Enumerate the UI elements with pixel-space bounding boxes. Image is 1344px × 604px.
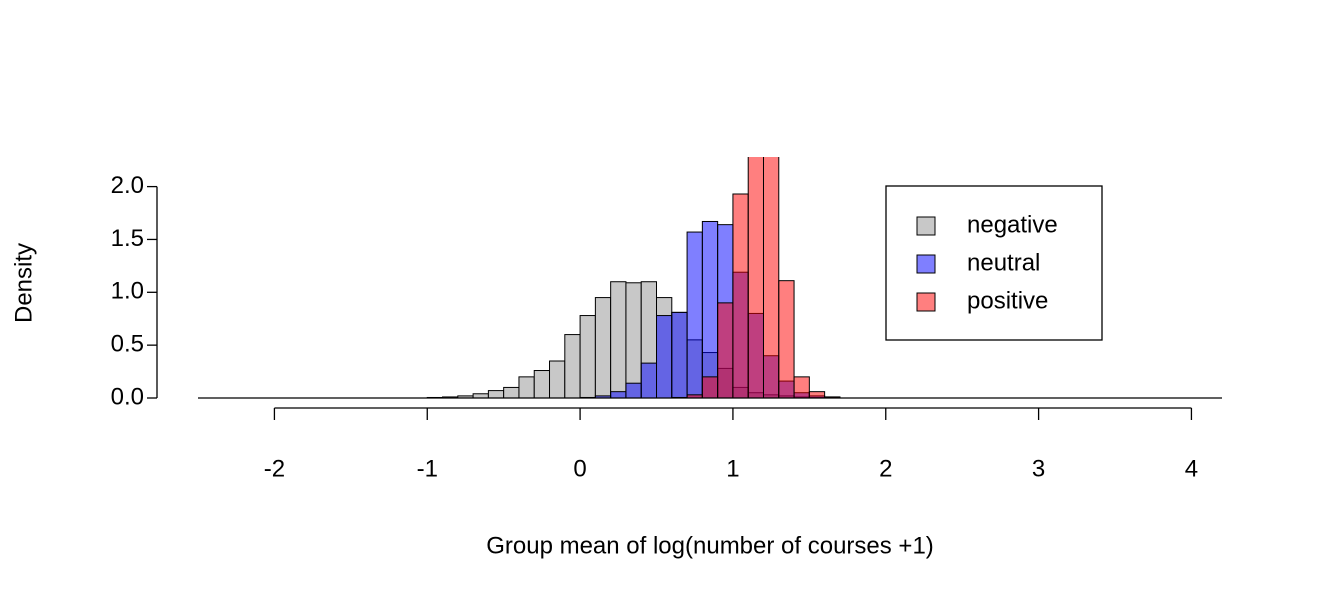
y-axis-label: Density: [10, 243, 37, 323]
y-tick-label: 0.5: [111, 330, 144, 357]
bar: [640, 362, 658, 399]
bars: [426, 157, 841, 399]
bar: [717, 302, 734, 399]
bar: [533, 370, 551, 399]
x-tick-label: -2: [264, 455, 285, 482]
bar: [503, 386, 520, 399]
bar: [564, 334, 581, 399]
y-tick-label: 1.5: [111, 225, 144, 252]
y-tick-label: 1.0: [111, 278, 144, 305]
legend-label: positive: [967, 287, 1048, 314]
y-tick-label: 0.0: [111, 383, 144, 410]
bar: [610, 281, 627, 399]
bar: [518, 376, 535, 399]
bar: [671, 311, 688, 399]
x-tick-label: 2: [879, 455, 892, 482]
bar: [747, 157, 764, 399]
bar: [487, 390, 505, 399]
bar: [732, 193, 749, 399]
x-tick-label: 1: [726, 455, 739, 482]
bar: [762, 157, 780, 399]
x-tick-label: -1: [417, 455, 438, 482]
legend-label: negative: [967, 211, 1058, 238]
bar: [549, 360, 566, 399]
x-tick-label: 0: [573, 455, 586, 482]
x-tick-label: 4: [1185, 455, 1198, 482]
bar: [701, 220, 719, 399]
legend-swatch: [916, 292, 936, 312]
bar: [793, 376, 810, 399]
bar: [701, 376, 719, 399]
bar: [610, 391, 627, 399]
bar: [579, 315, 596, 399]
bar: [778, 280, 795, 399]
legend-label: neutral: [967, 249, 1040, 276]
legend-swatch: [916, 254, 936, 274]
x-tick-label: 3: [1032, 455, 1045, 482]
bar: [594, 297, 612, 399]
x-axis-label: Group mean of log(number of courses +1): [486, 532, 934, 559]
bar: [625, 282, 642, 399]
bar: [686, 231, 703, 399]
bar: [808, 391, 826, 399]
y-tick-label: 2.0: [111, 172, 144, 199]
legend-swatch: [916, 216, 936, 236]
bar: [625, 382, 642, 399]
bar: [656, 315, 673, 399]
